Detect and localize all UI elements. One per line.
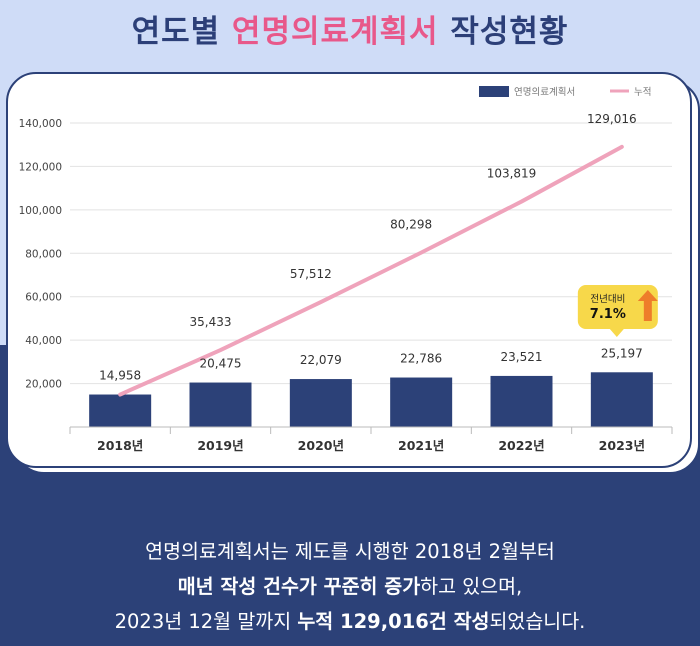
footer-line3-bold: 누적 129,016건 작성 [297,610,490,633]
up-arrow-icon [637,290,658,321]
y-tick-label: 140,000 [19,118,62,130]
growth-badge-label: 전년대비 [590,294,625,305]
bar [590,372,653,427]
y-tick-label: 60,000 [25,292,62,304]
x-tick-label: 2021년 [398,438,444,453]
y-tick-label: 40,000 [25,335,62,347]
x-tick-label: 2019년 [197,438,243,453]
footer-line3-end: 되었습니다. [489,610,586,633]
bar [390,377,453,427]
footer-line1: 연명의료계획서는 제도를 시행한 2018년 2월부터 [145,540,555,563]
page-title: 연도별 연명의료계획서 작성현황 [0,6,700,51]
y-tick-label: 120,000 [19,161,62,173]
line-value-label: 57,512 [290,267,332,281]
line-value-label: 103,819 [487,167,537,181]
bar-value-label: 23,521 [501,350,543,364]
legend-line-label: 누적 [634,86,651,98]
y-tick-label: 100,000 [19,205,62,217]
footer-line2-bold: 매년 작성 건수가 꾸준히 증가 [177,575,421,598]
footer-line3-start: 2023년 12월 말까지 [114,610,298,633]
bar [89,394,152,427]
bar-value-label: 22,079 [300,353,342,367]
growth-badge [577,285,658,337]
legend-bar-label: 연명의료계획서 [514,86,575,98]
x-tick-label: 2020년 [298,438,344,453]
growth-badge-value: 7.1% [590,307,626,322]
x-tick-label: 2022년 [498,438,544,453]
bar-value-label: 20,475 [200,357,242,371]
bar [490,375,553,427]
legend-bar-swatch [479,86,509,97]
footer-line3: 2023년 12월 말까지 누적 129,016건 작성되었습니다. [0,604,700,639]
bar-value-label: 22,786 [400,352,442,366]
footer-line2: 매년 작성 건수가 꾸준히 증가하고 있으며, [0,569,700,604]
footer-line2-rest: 하고 있으며, [420,575,523,598]
bar [189,382,252,427]
title-highlight: 연명의료계획서 [231,14,439,50]
y-tick-label: 20,000 [25,379,62,391]
line-value-label: 35,433 [190,315,232,329]
title-part1: 연도별 [131,14,232,50]
bar-value-label: 25,197 [601,346,643,360]
title-part2: 작성현황 [438,14,569,50]
cumulative-line [118,144,624,397]
footer-text: 연명의료계획서는 제도를 시행한 2018년 2월부터 매년 작성 건수가 꾸준… [0,534,700,639]
x-tick-label: 2018년 [97,438,143,453]
x-tick-label: 2023년 [599,438,645,453]
y-tick-label: 80,000 [25,248,62,260]
bar [289,379,352,427]
line-value-label: 129,016 [587,112,637,126]
bar-value-label: 14,958 [99,369,141,383]
line-value-label: 80,298 [390,218,432,232]
